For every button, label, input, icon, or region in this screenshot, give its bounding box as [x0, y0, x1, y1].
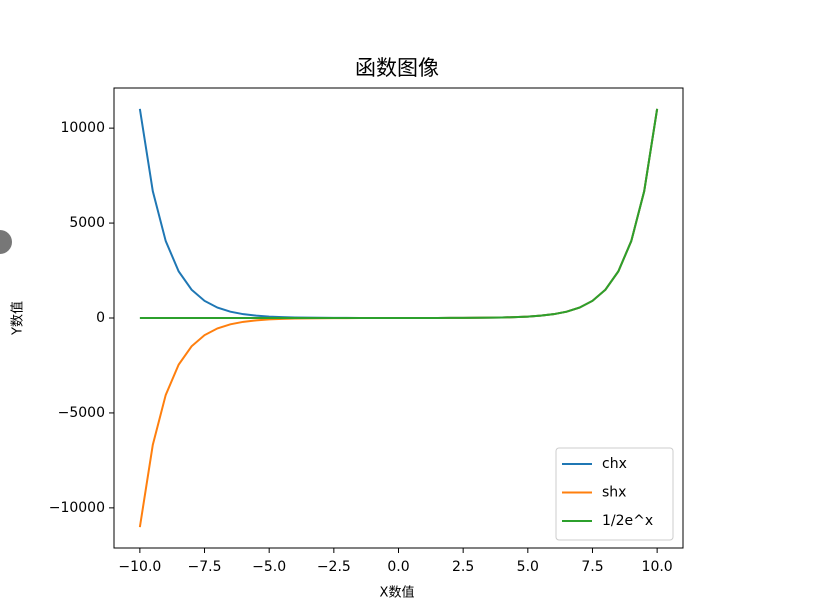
- y-axis-label: Y数值: [10, 301, 26, 336]
- y-tick-label: −10000: [49, 500, 105, 516]
- x-tick-label: −2.5: [317, 559, 351, 575]
- legend-label: chx: [602, 456, 627, 472]
- y-tick-label: 0: [96, 310, 105, 326]
- legend-box: [555, 447, 674, 541]
- x-axis-label: X数值: [380, 585, 415, 601]
- x-tick-label: −10.0: [118, 559, 161, 575]
- legend-label: 1/2e^x: [602, 513, 653, 529]
- axes-frame: [113, 87, 684, 549]
- x-tick-label: 2.5: [452, 559, 474, 575]
- y-tick-label: −5000: [58, 405, 105, 421]
- x-tick-label: −5.0: [252, 559, 286, 575]
- y-tick-label: 5000: [69, 215, 105, 231]
- x-tick-label: 5.0: [517, 559, 539, 575]
- x-tick-label: −7.5: [188, 559, 222, 575]
- legend-label: shx: [602, 485, 626, 501]
- x-tick-label: 7.5: [581, 559, 603, 575]
- x-tick-label: 10.0: [642, 559, 673, 575]
- y-tick-label: 10000: [60, 120, 105, 136]
- chart-title: 函数图像: [355, 56, 439, 80]
- x-tick-label: 0.0: [387, 559, 409, 575]
- side-handle: [0, 230, 12, 254]
- series-line: [139, 108, 659, 319]
- series-line: [138, 108, 659, 319]
